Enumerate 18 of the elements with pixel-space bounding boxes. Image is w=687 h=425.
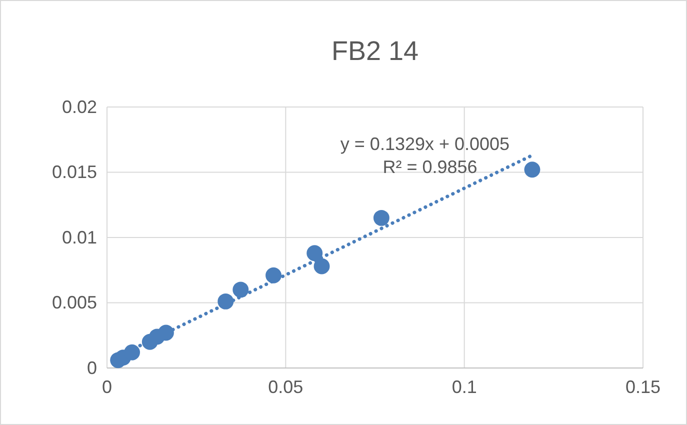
point (314, 258, 330, 274)
y-tick-label: 0.01 (62, 227, 97, 248)
annotation: y = 0.1329x + 0.0005 (340, 134, 510, 154)
x-tick-label: 0 (102, 376, 112, 397)
y-tick-label: 0.02 (62, 96, 97, 117)
point (266, 267, 282, 284)
x-tick-label: 0.1 (452, 376, 477, 397)
point (524, 162, 540, 178)
x-tick-label: 0.05 (268, 376, 304, 397)
annotation: R² = 0.9856 (382, 157, 478, 177)
y-tick-label: 0 (86, 358, 97, 378)
x-tick-label: 0.15 (625, 376, 661, 397)
y-tick-label: 0.015 (52, 162, 97, 182)
point (232, 282, 249, 298)
chart-title: FB2 14 (331, 36, 419, 66)
y-tick-label: 0.005 (52, 292, 97, 313)
point (373, 210, 390, 226)
point (306, 245, 323, 262)
